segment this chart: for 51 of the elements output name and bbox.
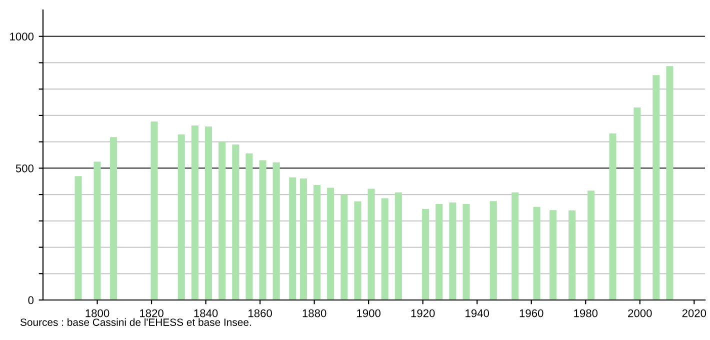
x-tick-label: 2020	[682, 309, 706, 318]
bar	[609, 133, 616, 300]
bar	[232, 144, 240, 300]
y-tick-label: 0	[28, 296, 34, 304]
x-tick-label: 1920	[411, 309, 435, 318]
x-tick-label: 1960	[520, 309, 544, 318]
bar	[394, 192, 402, 300]
x-tick-label: 1980	[574, 309, 598, 318]
bar	[272, 162, 280, 300]
bar	[634, 108, 641, 300]
x-tick-label: 2000	[628, 309, 652, 318]
bar	[74, 176, 82, 300]
bar	[300, 178, 307, 300]
bar	[462, 204, 470, 300]
bar	[314, 185, 321, 300]
x-tick-label: 1900	[357, 309, 380, 318]
bar	[354, 201, 362, 300]
bar	[204, 126, 212, 300]
bar	[588, 190, 595, 300]
bar	[512, 192, 519, 300]
bar	[150, 122, 158, 300]
y-tick-label: 500	[16, 164, 34, 172]
bar	[178, 134, 185, 300]
x-tick-label: 1860	[248, 309, 272, 318]
x-tick-label: 1800	[86, 309, 110, 318]
bar	[550, 210, 557, 300]
bar	[436, 204, 443, 300]
bar	[652, 75, 660, 300]
bar	[259, 160, 266, 300]
bar	[368, 188, 375, 300]
x-tick-label: 1820	[140, 309, 164, 318]
x-tick-label: 1880	[302, 309, 326, 318]
bar	[449, 202, 456, 300]
source-note: Sources : base Cassini de l'EHESS et base Insee.	[20, 318, 251, 326]
bar	[246, 153, 253, 300]
bar	[218, 142, 226, 300]
bar	[110, 137, 118, 300]
bar	[381, 198, 388, 300]
x-tick-label: 1840	[194, 309, 218, 318]
bar	[191, 125, 198, 300]
bar	[490, 201, 497, 300]
bar	[666, 66, 674, 300]
bar	[94, 162, 101, 300]
x-tick-label: 1940	[466, 309, 490, 318]
bar	[533, 206, 540, 300]
bar	[568, 210, 576, 300]
bar	[340, 194, 348, 300]
y-tick-label: 1000	[10, 32, 34, 40]
bar	[289, 177, 296, 300]
bar	[327, 188, 334, 300]
bar	[422, 209, 430, 300]
